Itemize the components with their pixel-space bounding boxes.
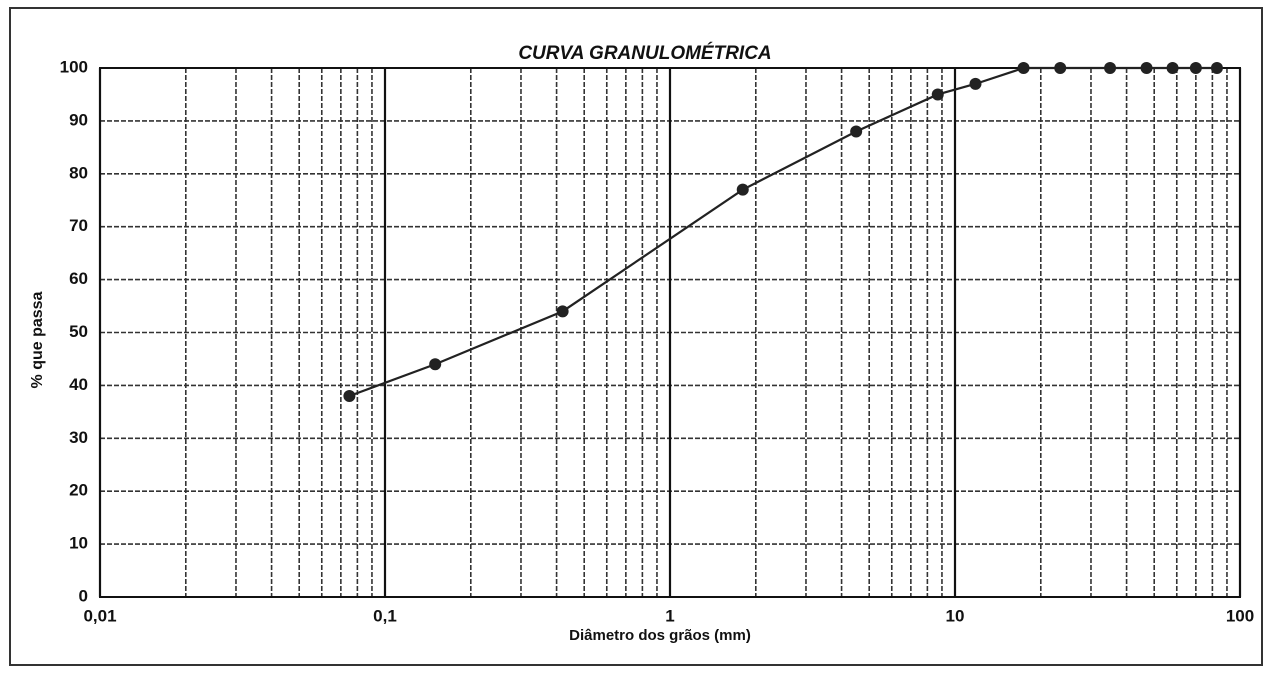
y-tick-label: 100	[60, 57, 88, 76]
y-tick-label: 90	[69, 110, 88, 129]
plot-frame	[99, 67, 1241, 598]
x-tick-label: 100	[1226, 606, 1254, 625]
frame	[9, 7, 1263, 666]
x-tick-label: 1	[665, 606, 674, 625]
y-tick-label: 40	[69, 375, 88, 394]
chart-title: CURVA GRANULOMÉTRICA	[518, 42, 771, 64]
marker	[556, 305, 569, 318]
marker	[1210, 62, 1223, 74]
marker	[429, 358, 442, 371]
marker	[850, 125, 863, 138]
marker	[1017, 62, 1030, 74]
marker	[1166, 62, 1179, 74]
y-tick-label: 60	[69, 269, 88, 288]
marker	[1054, 62, 1067, 74]
y-tick-label: 30	[69, 428, 88, 447]
line	[349, 66, 1217, 398]
y-tick-label: 0	[79, 586, 88, 605]
marker	[969, 77, 982, 90]
x-tick-label: 10	[946, 606, 965, 625]
x-tick-label: 0,01	[83, 606, 116, 625]
y-tick-label: 50	[69, 322, 88, 341]
marker	[736, 183, 749, 196]
marker	[1189, 62, 1202, 74]
marker	[1104, 62, 1117, 74]
y-axis-label: % que passa	[29, 291, 46, 388]
marker	[931, 88, 944, 101]
x-tick-label: 0,1	[373, 606, 397, 625]
marker	[1140, 62, 1153, 74]
marker	[343, 389, 356, 402]
y-tick-label: 20	[69, 481, 88, 500]
y-tick-label: 70	[69, 216, 88, 235]
x-axis-label: Diâmetro dos grãos (mm)	[569, 627, 751, 644]
y-tick-label: 80	[69, 163, 88, 182]
y-tick-label: 10	[69, 534, 88, 553]
